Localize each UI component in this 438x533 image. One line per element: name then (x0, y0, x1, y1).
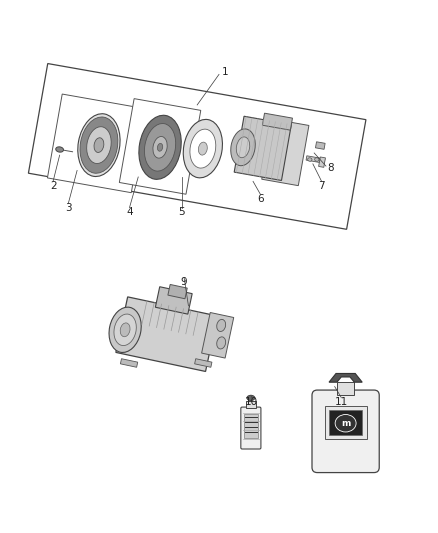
Bar (262, 119, 309, 185)
Ellipse shape (56, 147, 64, 152)
Ellipse shape (190, 129, 216, 168)
Bar (329, 410, 362, 435)
Ellipse shape (217, 319, 226, 332)
Text: 5: 5 (179, 207, 185, 217)
Bar (306, 156, 325, 163)
Ellipse shape (335, 415, 356, 432)
Ellipse shape (80, 117, 118, 173)
Text: 6: 6 (257, 194, 264, 204)
Ellipse shape (120, 323, 130, 337)
Bar (28, 63, 366, 229)
Ellipse shape (157, 143, 163, 151)
Bar (325, 406, 367, 439)
Text: 2: 2 (50, 181, 57, 191)
Ellipse shape (217, 337, 226, 349)
Bar (47, 94, 146, 193)
Text: 11: 11 (335, 397, 348, 407)
Ellipse shape (153, 136, 167, 158)
Text: 3: 3 (65, 203, 72, 213)
Ellipse shape (94, 138, 104, 152)
Bar (234, 116, 291, 181)
Bar (119, 99, 201, 194)
Bar (120, 359, 138, 367)
Text: 10: 10 (245, 397, 258, 407)
Text: 7: 7 (318, 181, 325, 191)
FancyBboxPatch shape (312, 390, 379, 473)
Bar (262, 113, 293, 130)
Bar (201, 312, 234, 358)
FancyBboxPatch shape (241, 407, 261, 449)
Text: 4: 4 (126, 207, 133, 217)
Bar (116, 297, 217, 372)
Bar (194, 359, 212, 367)
Bar (318, 157, 325, 167)
Ellipse shape (198, 142, 207, 155)
Bar (168, 285, 187, 299)
Ellipse shape (237, 137, 250, 158)
Ellipse shape (314, 158, 319, 161)
Ellipse shape (114, 314, 136, 345)
Text: 9: 9 (181, 277, 187, 287)
Ellipse shape (145, 124, 176, 171)
Ellipse shape (247, 395, 255, 400)
Ellipse shape (78, 114, 120, 176)
Bar (246, 400, 256, 408)
Bar (244, 414, 258, 438)
Text: 8: 8 (327, 163, 334, 173)
Text: m: m (341, 419, 350, 428)
Polygon shape (329, 374, 362, 382)
Text: 1: 1 (222, 67, 229, 77)
Bar (337, 382, 354, 395)
Ellipse shape (307, 158, 312, 161)
Ellipse shape (139, 115, 181, 179)
Ellipse shape (87, 127, 111, 164)
Ellipse shape (183, 119, 223, 178)
Ellipse shape (109, 307, 141, 352)
Bar (155, 287, 192, 314)
Bar (315, 142, 325, 149)
Ellipse shape (231, 129, 255, 166)
